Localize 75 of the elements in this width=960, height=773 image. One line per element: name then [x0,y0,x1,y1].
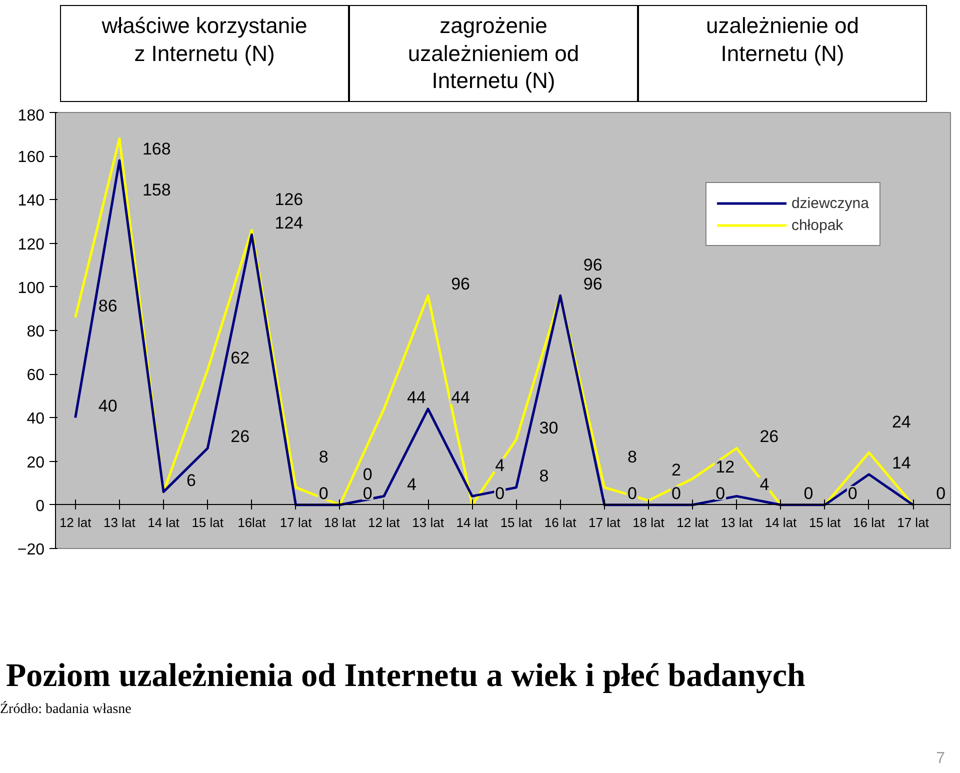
legend-label: dziewczyna [791,194,869,212]
data-label: 8 [627,447,637,466]
text: Poziom uzależnienia od Internetu a wiek i płeć badanych [6,657,806,696]
x-tick-label: 14 lat [148,514,180,530]
data-label: 0 [848,484,858,503]
x-tick-label: 13 lat [720,514,753,530]
data-label: 86 [98,296,118,316]
text: właściwe korzystanie z Internetu (N) [60,5,349,102]
x-tick-label: 16lat [238,514,266,530]
data-label: 0 [936,484,946,503]
text: zagrożenie uzależnieniem od Internetu (N) [349,5,638,102]
data-label: 0 [362,464,372,484]
x-tick-label: 12 lat [676,514,709,530]
data-label: 0 [804,484,814,503]
legend-label: chłopak [791,216,844,234]
data-label: 0 [318,484,328,503]
data-label: 26 [760,427,779,446]
x-tick-label: 18 lat [324,514,356,530]
data-label: 24 [892,412,911,432]
data-label: 0 [716,484,726,503]
y-tick-label: 120 [18,236,45,254]
text: Źródło: badania własne [0,700,132,720]
data-label: 96 [583,256,602,275]
data-label: 4 [760,475,770,494]
data-label: 158 [142,180,171,200]
data-label: 126 [274,190,304,210]
data-label: 30 [539,418,558,438]
data-label: 0 [495,484,505,503]
data-label: 14 [892,453,911,472]
data-label: 44 [407,388,426,407]
data-label: 4 [495,456,505,476]
x-tick-label: 12 lat [59,514,92,530]
y-tick-label: 0 [36,498,45,515]
y-tick-label: −20 [17,542,45,558]
data-label: 8 [539,466,549,486]
x-tick-label: 16 lat [544,514,577,530]
x-tick-label: 16 lat [853,514,886,530]
x-tick-label: 14 lat [764,514,798,530]
data-label: 44 [451,388,470,407]
x-tick-label: 13 lat [104,514,136,530]
y-tick-label: 20 [26,454,45,472]
data-label: 40 [98,396,118,416]
x-tick-label: 13 lat [412,514,444,530]
y-tick-label: 180 [18,108,45,124]
data-label: 26 [230,427,250,446]
data-label: 96 [583,274,602,294]
x-tick-label: 18 lat [632,514,665,530]
data-label: 6 [186,470,196,490]
data-label: 4 [407,475,416,494]
text: uzależnienie od Internetu (N) [638,5,927,102]
y-tick-label: 80 [26,324,45,340]
x-tick-label: 17 lat [280,514,312,530]
data-label: 0 [627,484,637,503]
y-tick-label: 160 [18,149,45,166]
data-label: 12 [716,458,735,477]
x-tick-label: 15 lat [500,514,533,530]
data-label: 124 [274,214,304,233]
x-tick-label: 15 lat [192,514,224,530]
x-tick-label: 17 lat [897,514,930,530]
y-tick-label: 100 [18,280,45,297]
data-label: 96 [451,274,470,294]
data-label: 8 [318,447,328,466]
data-label: 0 [672,484,682,503]
data-label: 168 [142,140,171,159]
x-tick-label: 17 lat [588,514,621,530]
x-tick-label: 15 lat [808,514,842,530]
text: 7 [935,749,945,769]
x-tick-label: 12 lat [368,514,400,530]
y-tick-label: 140 [18,192,45,210]
x-tick-label: 14 lat [456,514,488,530]
data-label: 2 [672,460,682,480]
data-label: 62 [230,348,250,368]
data-label: 0 [362,484,372,503]
y-tick-label: 60 [26,367,45,384]
y-tick-label: 40 [26,410,45,428]
